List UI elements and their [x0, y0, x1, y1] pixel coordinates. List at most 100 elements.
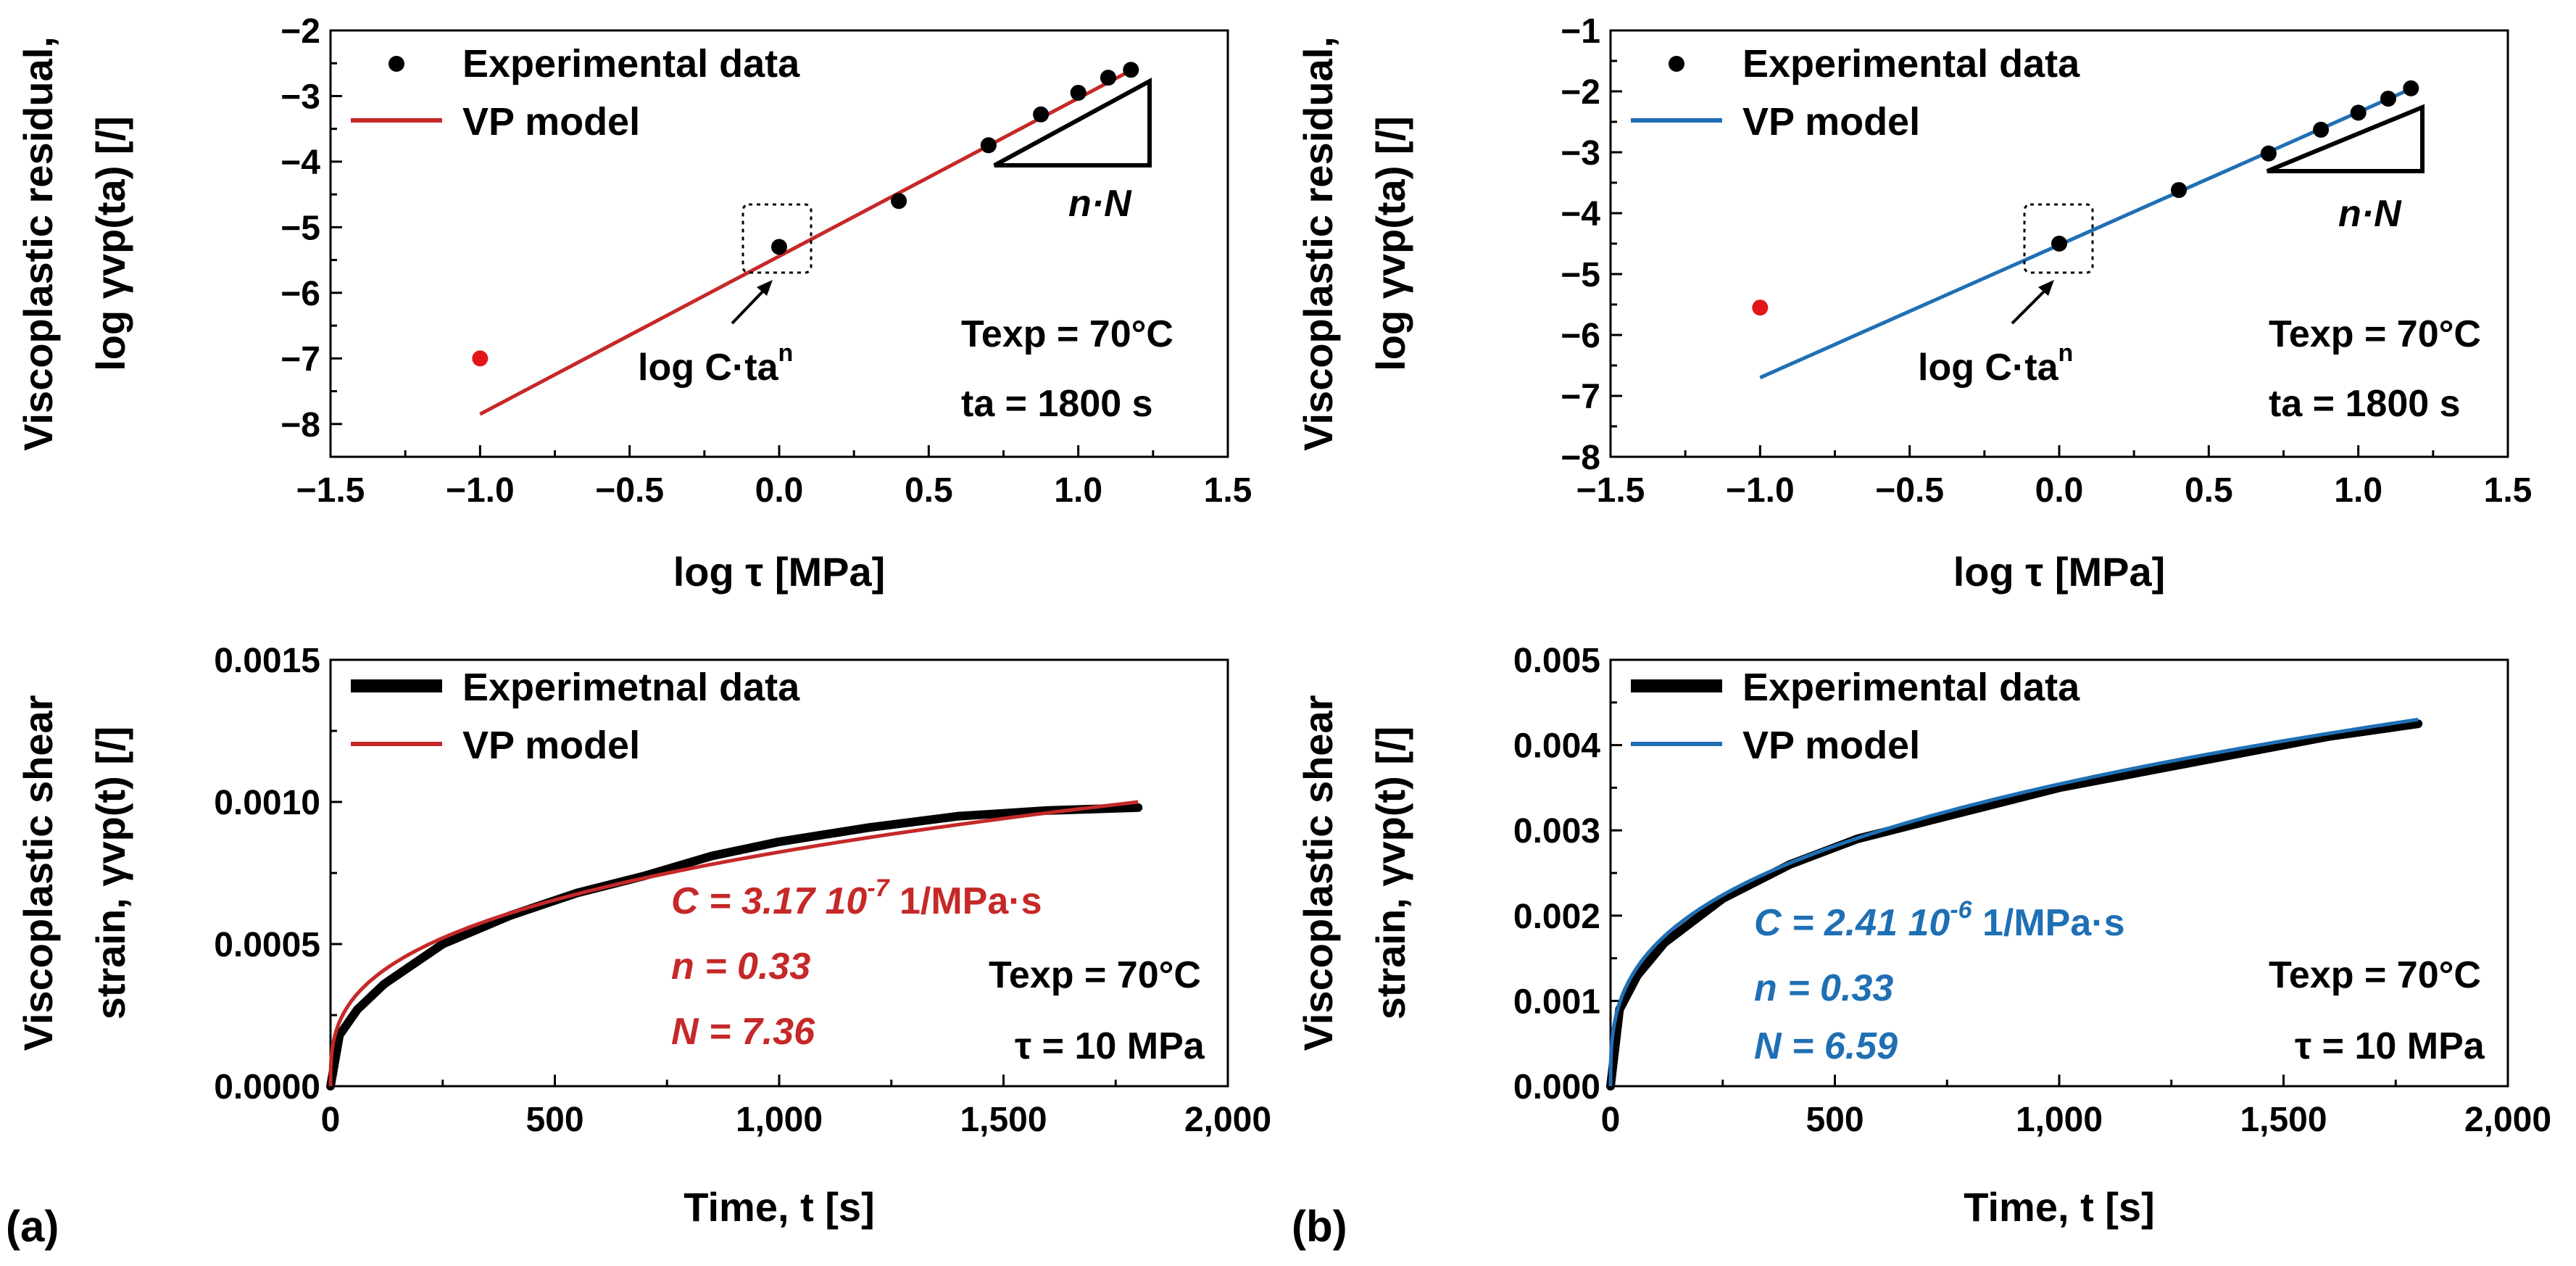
y-tick-label: −8 [1561, 439, 1600, 477]
x-tick-label: 1.5 [2484, 471, 2533, 510]
y-tick-label: 0.0005 [214, 926, 320, 964]
intercept-label: log C·tan [1918, 339, 2073, 389]
y-axis-label-line1: Viscoplastic residual, [15, 36, 61, 451]
experimental-point [1033, 106, 1050, 123]
param-n-label: n = 0.33 [1754, 967, 1893, 1009]
x-tick-label: 2,000 [2464, 1101, 2551, 1139]
legend-label-experimental: Experimental data [462, 42, 800, 86]
y-tick-label: 0.0000 [214, 1068, 320, 1106]
experimental-point [771, 239, 787, 255]
experimental-point [2380, 91, 2396, 107]
y-tick-label: −3 [1561, 134, 1600, 173]
x-tick-label: 1,500 [960, 1101, 1047, 1139]
y-ticks: 0.000 0.001 0.002 0.003 0.004 0.005 [1513, 642, 1622, 1106]
vp-model-curve [328, 800, 1139, 1087]
temperature-label: Texp = 70°C [989, 954, 1201, 996]
x-tick-label: 0.5 [905, 471, 953, 510]
panel-label-b: (b) [1292, 1202, 1347, 1251]
y-axis-label-line1: Viscoplastic shear [1295, 695, 1341, 1051]
temperature-label: Texp = 70°C [2269, 954, 2481, 996]
experimental-point [2171, 182, 2187, 199]
y-tick-label: −4 [1561, 195, 1600, 233]
experimental-curve [1606, 719, 2423, 1091]
x-axis-label: Time, t [s] [684, 1184, 874, 1230]
y-tick-label: 0.004 [1513, 727, 1600, 766]
x-axis-label: log τ [MPa] [673, 549, 886, 595]
chart-a-bottom: 0 500 1,000 1,500 2,000 0.00000.00050.00100.… [15, 642, 1271, 1230]
slope-triangle [993, 77, 1152, 167]
data-marks [1752, 80, 2419, 380]
x-axis-label: log τ [MPa] [1953, 549, 2166, 595]
x-tick-label: 500 [1806, 1101, 1864, 1139]
legend-marker-experimental [1669, 56, 1684, 72]
slope-triangle [2266, 104, 2425, 173]
legend-label-model: VP model [462, 724, 640, 767]
legend-label-model: VP model [1742, 724, 1920, 767]
y-tick-label: −5 [1561, 256, 1600, 294]
chart-a-top: −1.5 −1.0 −0.5 0.0 0.5 1.0 1.5 −8−7−6−5−4−3−2 … [15, 12, 1252, 595]
y-tick-label: −7 [1561, 378, 1600, 416]
chart-b-bottom: 0 500 1,000 1,500 2,000 0.000 0.001 0.002 0.003… [1295, 642, 2551, 1230]
legend-label-experimental: Experimetnal data [462, 666, 800, 709]
experimental-point [2403, 80, 2419, 96]
excluded-point [472, 350, 489, 367]
x-tick-label: 0 [321, 1101, 341, 1139]
vp-model-curve [1608, 717, 2419, 1087]
legend-label-model: VP model [462, 100, 640, 144]
x-tick-label: −1.0 [446, 471, 515, 510]
x-ticks: 0 500 1,000 1,500 2,000 [321, 1075, 1271, 1139]
intercept-highlight-box [2023, 203, 2094, 274]
x-tick-label: 1.0 [1054, 471, 1102, 510]
x-tick-label: 1,000 [736, 1101, 823, 1139]
y-tick-label: 0.000 [1513, 1068, 1600, 1106]
y-tick-label: 0.005 [1513, 642, 1600, 680]
y-ticks: −8 −7 −6 −5 −4 −3 −2 [281, 12, 342, 444]
experimental-point [980, 137, 997, 154]
y-axis-label-line2: log γvp(ta) [/] [88, 116, 133, 371]
data-marks [1606, 717, 2423, 1091]
param-N-label: N = 7.36 [671, 1011, 815, 1053]
arrow-head-icon [757, 280, 773, 296]
intercept-highlight-box [741, 203, 813, 274]
y-tick-label: 0.002 [1513, 898, 1600, 936]
x-tick-label: −0.5 [595, 471, 664, 510]
experimental-point [1070, 84, 1087, 101]
experimental-point [1123, 62, 1139, 78]
experimental-point [2350, 104, 2367, 121]
y-tick-label: −6 [1561, 317, 1600, 355]
y-tick-label: −6 [281, 275, 320, 313]
x-tick-label: 1.0 [2334, 471, 2382, 510]
y-tick-label: −3 [281, 78, 320, 116]
x-ticks: −1.5 −1.0 −0.5 0.0 0.5 1.0 1.5 [1576, 445, 2533, 510]
slope-label: n·N [2338, 193, 2402, 235]
legend-label-experimental: Experimental data [1742, 42, 2080, 86]
y-tick-label: 0.001 [1513, 982, 1600, 1021]
legend-label-model: VP model [1742, 100, 1920, 144]
x-tick-label: −1.5 [1576, 471, 1645, 510]
y-tick-label: −2 [1561, 73, 1600, 112]
slope-label: n·N [1068, 183, 1132, 225]
x-tick-label: 1,500 [2240, 1101, 2327, 1139]
x-tick-label: −0.5 [1875, 471, 1944, 510]
panel-label-a: (a) [6, 1202, 59, 1251]
experimental-point [891, 193, 907, 210]
duration-label: ta = 1800 s [2269, 383, 2461, 425]
data-marks [326, 800, 1143, 1091]
vp-model-line [1759, 86, 2413, 380]
param-n-label: n = 0.33 [671, 946, 810, 988]
arrow-head-icon [2038, 280, 2054, 296]
x-tick-label: 500 [525, 1101, 583, 1139]
y-tick-label: 0.003 [1513, 812, 1600, 851]
x-ticks: 0 500 1,000 1,500 2,000 [1601, 1075, 2551, 1139]
stress-label: τ = 10 MPa [2295, 1025, 2485, 1067]
intercept-arrow [731, 286, 768, 325]
x-tick-label: 0 [1601, 1101, 1621, 1139]
excluded-point [1752, 299, 1769, 316]
y-tick-label: −2 [281, 12, 320, 51]
x-tick-label: 2,000 [1184, 1101, 1271, 1139]
x-tick-label: 1.5 [1204, 471, 1252, 510]
intercept-arrow [2011, 286, 2050, 325]
x-tick-label: 0.0 [2035, 471, 2084, 510]
experimental-point [2051, 236, 2067, 252]
y-axis-label-line1: Viscoplastic shear [15, 695, 61, 1051]
